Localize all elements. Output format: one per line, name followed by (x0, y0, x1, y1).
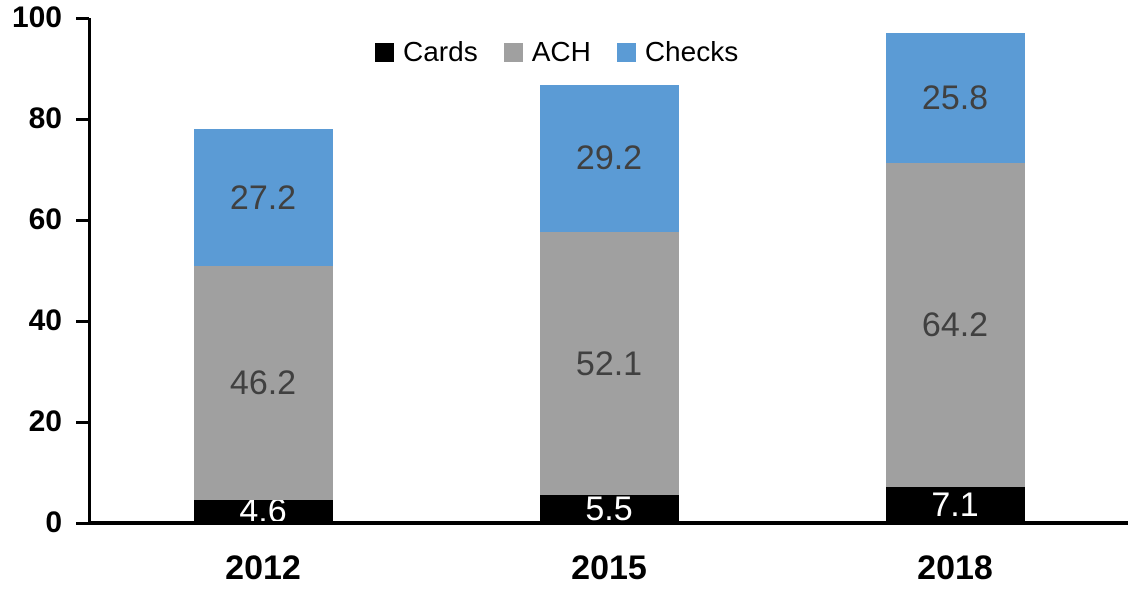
x-axis-category-label: 2018 (917, 549, 993, 587)
y-axis-tick (76, 521, 89, 525)
bar-segment-ach-2012: 46.2 (193, 266, 333, 500)
y-axis-tick (76, 319, 89, 323)
x-axis-category-label: 2012 (225, 549, 301, 587)
legend-item-cards: Cards (375, 36, 478, 68)
bar-value-label: 29.2 (575, 139, 643, 178)
y-axis-tick-label: 20 (28, 405, 62, 438)
x-axis-category-label: 2015 (571, 549, 647, 587)
legend-item-checks: Checks (616, 36, 739, 68)
bar-segment-cards-2012: 4.6 (193, 494, 333, 528)
bar-value-label: 25.8 (921, 78, 989, 117)
legend-swatch-checks (616, 42, 636, 62)
legend-label-cards: Cards (403, 36, 478, 67)
bar-segment-ach-2015: 52.1 (539, 232, 679, 496)
bar-segment-checks-2018: 25.8 (885, 32, 1025, 163)
x-axis-line (88, 521, 1128, 525)
bar-value-label: 64.2 (921, 306, 989, 345)
bar-value-label: 52.1 (575, 344, 643, 383)
y-axis-tick (76, 218, 89, 222)
bar-segment-cards-2015: 5.5 (539, 490, 679, 529)
bar-value-label: 46.2 (229, 364, 297, 403)
y-axis-tick-label: 100 (11, 1, 62, 34)
bar-segment-checks-2015: 29.2 (539, 84, 679, 233)
legend-swatch-ach (503, 42, 523, 62)
legend-item-ach: ACH (503, 36, 591, 68)
legend-label-checks: Checks (644, 36, 739, 67)
y-axis-tick-label: 40 (28, 304, 62, 337)
y-axis-tick-label: 80 (28, 102, 62, 135)
y-axis-line (88, 18, 91, 525)
legend-swatch-cards (375, 42, 394, 62)
bar-value-label: 7.1 (931, 486, 979, 525)
y-axis-tick-label: 60 (28, 203, 62, 236)
legend: Cards ACH Checks (375, 36, 738, 68)
bar-value-label: 27.2 (229, 178, 297, 217)
bar-segment-checks-2012: 27.2 (193, 129, 333, 267)
y-axis-tick (76, 117, 89, 121)
bar-segment-ach-2018: 64.2 (885, 162, 1025, 488)
bar-value-label: 5.5 (585, 490, 633, 529)
bar-segment-cards-2018: 7.1 (885, 486, 1025, 525)
y-axis-tick (76, 420, 89, 424)
y-axis-tick (76, 16, 89, 20)
legend-label-ach: ACH (531, 36, 591, 67)
y-axis-tick-label: 0 (45, 506, 62, 539)
